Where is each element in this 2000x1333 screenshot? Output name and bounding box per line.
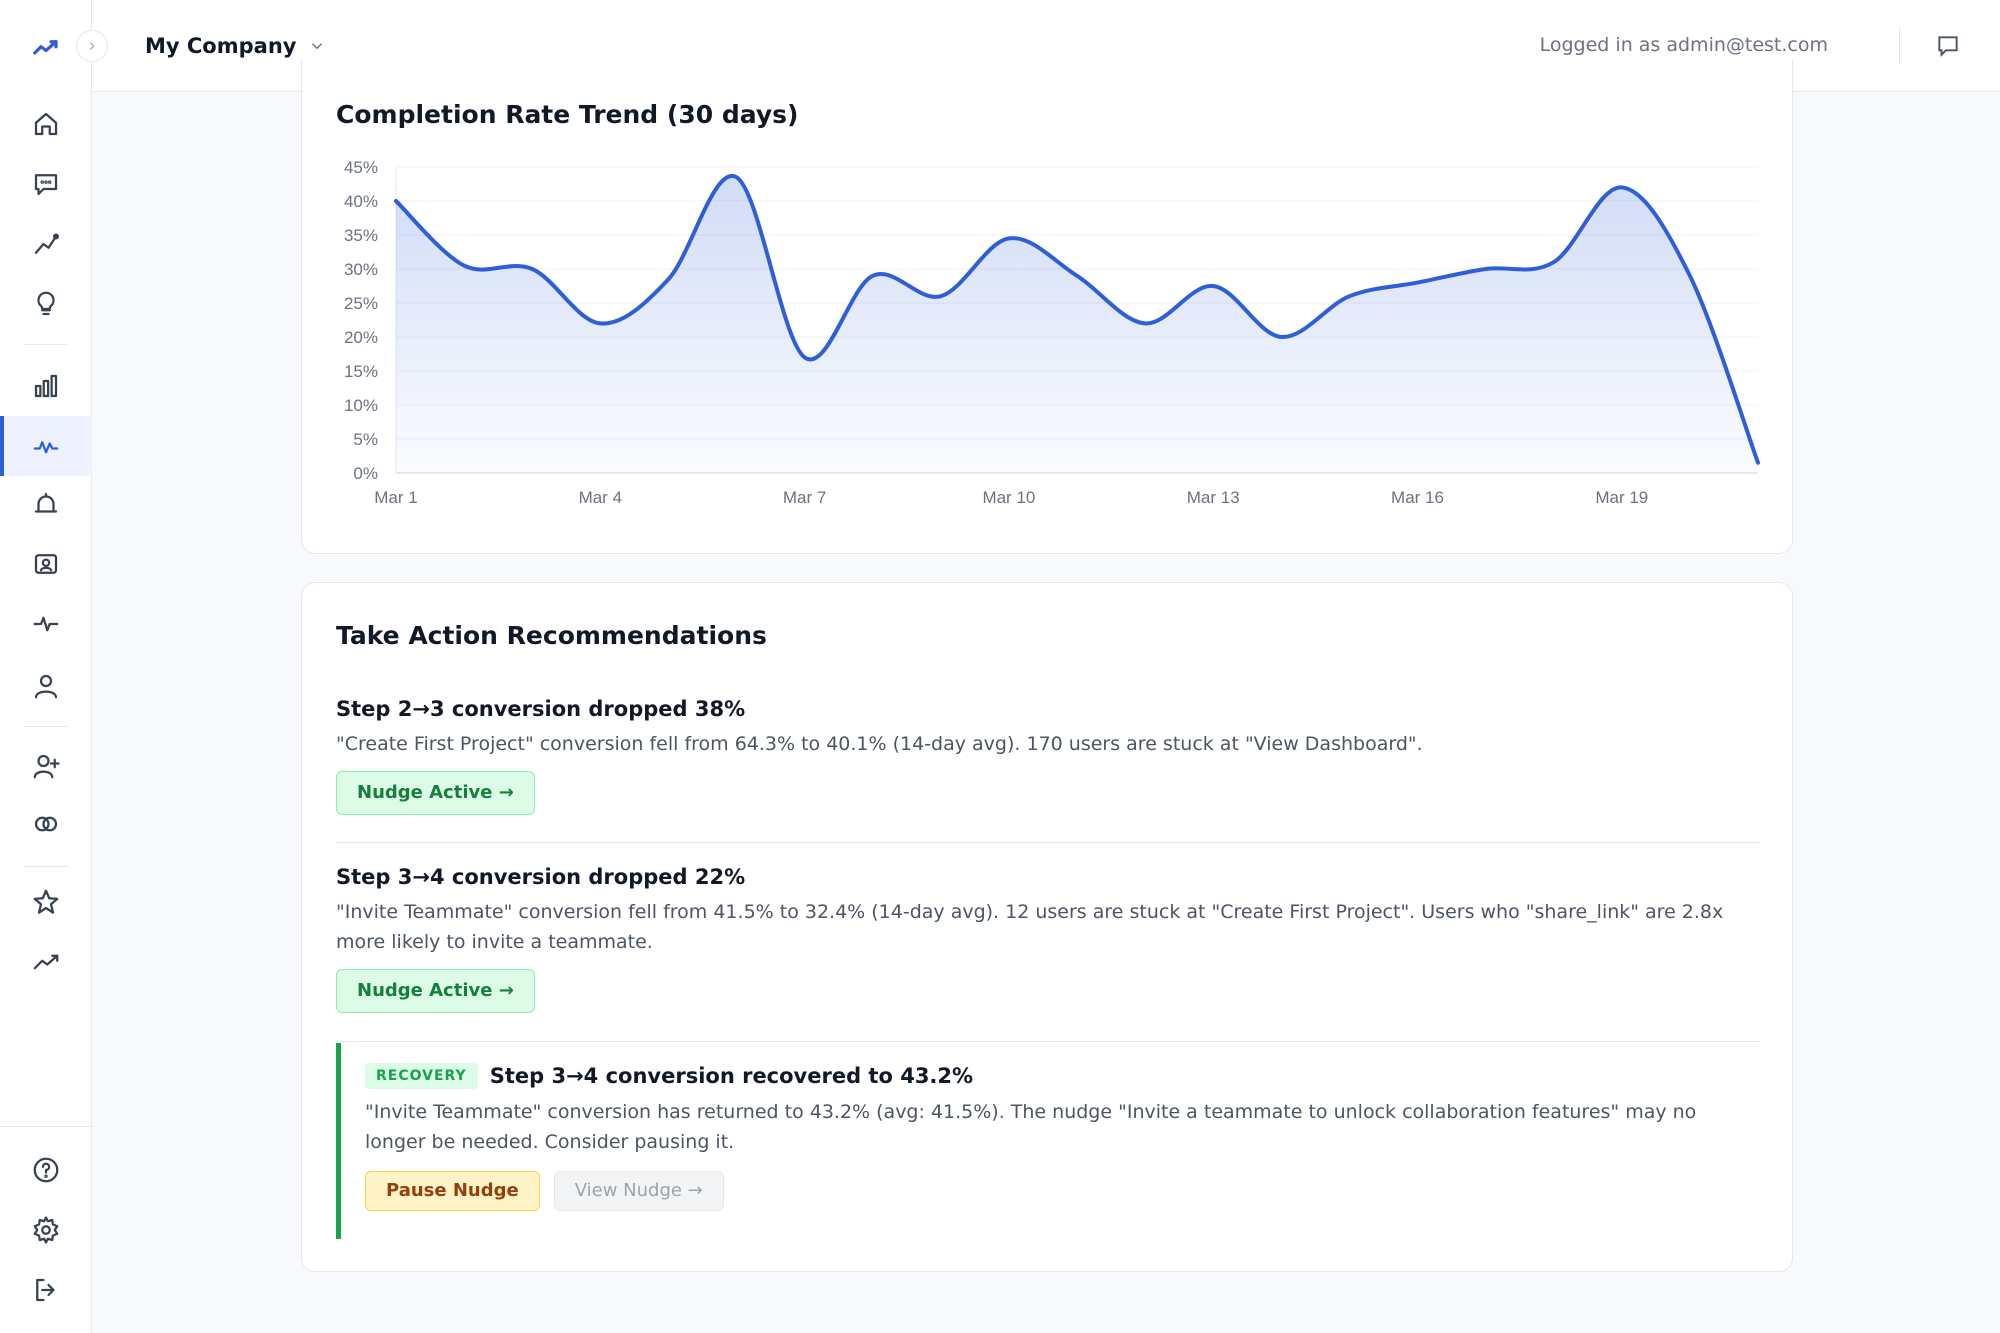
chat-icon[interactable] [0,160,92,208]
chat-button[interactable] [1932,30,1964,62]
pause-nudge-button[interactable]: Pause Nudge [365,1171,540,1211]
chevron-down-icon [312,43,323,50]
nudge-active-button[interactable]: Nudge Active → [336,771,535,815]
nudge-active-button[interactable]: Nudge Active → [336,969,535,1013]
y-tick-label: 5% [353,430,378,449]
area-fill [396,175,1758,473]
company-switcher[interactable]: My Company [145,30,326,62]
sidebar-divider [24,866,68,867]
logo-icon[interactable] [0,24,92,72]
x-tick-label: Mar 16 [1391,488,1444,507]
y-tick-label: 20% [344,328,378,347]
recommendation-divider [336,842,1760,843]
y-tick-label: 10% [344,396,378,415]
recommendation-title: Step 2→3 conversion dropped 38% [336,697,746,721]
user-icon[interactable] [0,662,92,710]
x-tick-label: Mar 7 [783,488,826,507]
sidebar-divider [24,344,68,345]
recommendation-title: Step 3→4 conversion dropped 22% [336,865,746,889]
sidebar-divider [24,726,68,727]
x-tick-label: Mar 19 [1595,488,1648,507]
recovery-badge: RECOVERY [365,1063,478,1089]
pulse-icon[interactable] [0,416,92,476]
y-tick-label: 25% [344,294,378,313]
add-user-icon[interactable] [0,742,92,790]
logged-in-text: Logged in as admin@test.com [1539,34,1828,56]
logout-icon[interactable] [0,1266,92,1314]
x-tick-label: Mar 4 [579,488,622,507]
contact-card-icon[interactable] [0,540,92,588]
completion-rate-chart: 0% 5% 10% 15% 20% 25% 30% 35% 40% 45% Mar 1 Mar 4 Ma… [344,158,1760,507]
x-tick-label: Mar 1 [374,488,417,507]
chart-title: Completion Rate Trend (30 days) [336,100,799,129]
y-tick-label: 30% [344,260,378,279]
trend-icon[interactable] [0,220,92,268]
y-tick-label: 0% [353,464,378,483]
view-nudge-button[interactable]: View Nudge → [553,1171,724,1211]
x-tick-label: Mar 10 [982,488,1035,507]
lightbulb-icon[interactable] [0,280,92,328]
recovery-notice: RECOVERY Step 3→4 conversion recovered t… [336,1043,1760,1239]
x-tick-label: Mar 13 [1187,488,1240,507]
y-tick-label: 45% [344,158,378,177]
chevron-right-icon [89,42,95,50]
recovery-title: Step 3→4 conversion recovered to 43.2% [489,1064,974,1088]
segments-icon[interactable] [0,800,92,848]
help-icon[interactable] [0,1146,92,1194]
bar-chart-icon[interactable] [0,362,92,410]
recommendation-description: "Invite Teammate" conversion fell from 4… [336,901,1724,953]
y-tick-label: 15% [344,362,378,381]
home-icon[interactable] [0,100,92,148]
star-icon[interactable] [0,878,92,926]
sidebar-divider [0,1126,92,1127]
recommendation-description: "Create First Project" conversion fell f… [336,733,1423,755]
recommendation-item: Step 3→4 conversion dropped 22% "Invite … [336,865,1760,1013]
sidebar-toggle-button[interactable] [76,30,108,62]
recommendations-card: Take Action Recommendations Step 2→3 con… [301,582,1793,1272]
recommendations-title: Take Action Recommendations [336,621,767,650]
recovery-description: "Invite Teammate" conversion has returne… [365,1101,1697,1153]
sidebar [0,0,92,1333]
header-divider [1899,28,1900,64]
series-line [394,174,1760,465]
activity-icon[interactable] [0,600,92,648]
y-tick-label: 35% [344,226,378,245]
y-tick-label: 40% [344,192,378,211]
chat-icon [1938,36,1958,58]
completion-chart-card: Completion Rate Trend (30 days) 0% 5% 10% 1… [301,60,1793,554]
recommendation-item: Step 2→3 conversion dropped 38% "Create … [336,697,1760,815]
company-name: My Company [145,34,297,58]
settings-icon[interactable] [0,1206,92,1254]
bell-icon[interactable] [0,480,92,528]
growth-icon[interactable] [0,938,92,986]
recommendation-divider [336,1041,1760,1042]
